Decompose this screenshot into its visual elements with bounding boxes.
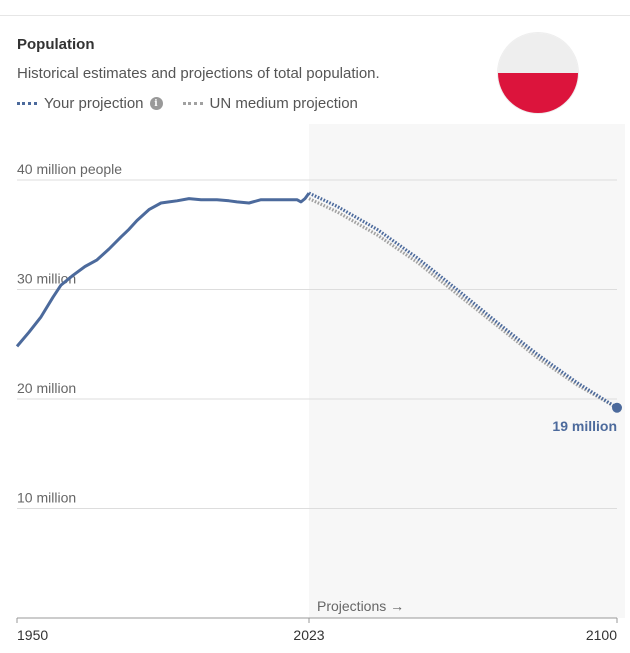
x-tick-label: 1950 (17, 627, 48, 643)
flag-top-stripe (498, 33, 578, 73)
info-icon[interactable]: i (149, 97, 163, 110)
legend-swatch-your-projection (17, 102, 37, 105)
legend-label-your-projection: Your projection (44, 95, 144, 112)
chart-subtitle: Historical estimates and projections of … (17, 65, 380, 82)
chart-title: Population (17, 36, 95, 53)
legend-swatch-un-projection (182, 102, 203, 105)
y-tick-label: 30 million (17, 271, 76, 287)
x-tick-label: 2023 (293, 627, 324, 643)
x-tick-label: 2100 (586, 627, 617, 643)
poland-flag-icon (498, 33, 578, 113)
y-tick-label: 20 million (17, 380, 76, 396)
legend-item-your-projection[interactable]: Your projection i (17, 95, 163, 112)
legend: Your projection i UN medium projection (17, 95, 378, 112)
y-tick-label: 40 million people (17, 161, 122, 177)
series-line-historical (15, 192, 311, 348)
population-line-chart: 40 million people 30 million 20 million 10 … (15, 124, 625, 643)
series-line-your-projection (308, 191, 618, 410)
y-tick-label: 10 million (17, 490, 76, 506)
projection-shaded-area (309, 124, 625, 618)
legend-label-un-projection: UN medium projection (209, 95, 358, 112)
series-line-un-medium-projection (308, 197, 618, 410)
legend-item-un-projection[interactable]: UN medium projection (182, 95, 358, 112)
end-value-label: 19 million (552, 418, 617, 434)
end-point-marker (612, 402, 622, 413)
top-divider (0, 15, 630, 16)
projections-label: Projections → (317, 598, 404, 614)
flag-bottom-stripe (498, 73, 578, 113)
